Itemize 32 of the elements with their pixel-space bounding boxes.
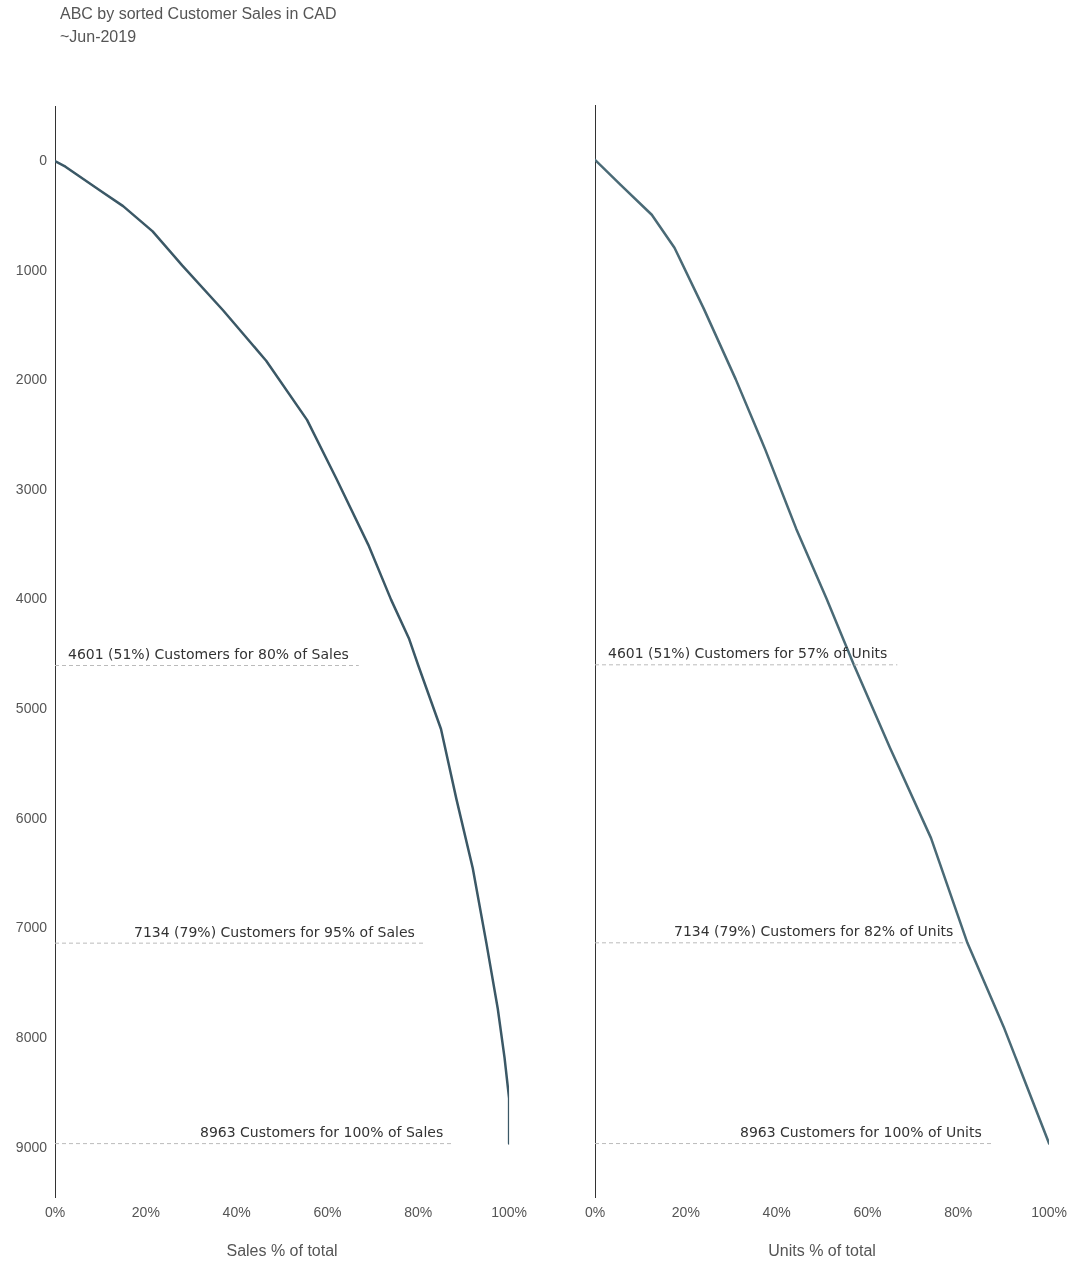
x-tick-label: 40%	[762, 1204, 791, 1221]
x-tick-label: 100%	[1031, 1204, 1067, 1221]
x-tick-label: 20%	[671, 1204, 700, 1221]
ref-line-label: 7134 (79%) Customers for 95% of Sales	[134, 923, 415, 940]
x-tick-label: 20%	[131, 1204, 160, 1221]
y-tick-label: 3000	[15, 480, 48, 497]
chart-title: ABC by sorted Customer Sales in CAD	[60, 4, 337, 24]
x-tick-label: 100%	[491, 1204, 527, 1221]
x-tick-label: 60%	[313, 1204, 342, 1221]
y-tick-label: 5000	[15, 700, 48, 717]
x-axis-title: Units % of total	[768, 1241, 876, 1259]
x-tick-label: 80%	[944, 1204, 973, 1221]
x-tick-label: 80%	[404, 1204, 433, 1221]
x-tick-label: 0%	[584, 1204, 606, 1221]
ref-line-label: 8963 Customers for 100% of Units	[740, 1124, 982, 1141]
ref-line-label: 4601 (51%) Customers for 80% of Sales	[68, 646, 349, 663]
y-tick-label: 6000	[15, 809, 48, 826]
y-tick-label: 9000	[15, 1138, 48, 1155]
y-tick-label: 1000	[15, 261, 48, 278]
y-tick-label: 2000	[15, 371, 48, 388]
chart-subtitle: ~Jun-2019	[60, 27, 138, 47]
ref-line-label: 7134 (79%) Customers for 82% of Units	[674, 923, 954, 940]
ref-line-label: 4601 (51%) Customers for 57% of Units	[608, 645, 888, 662]
y-tick-label: 4000	[15, 590, 48, 607]
x-tick-label: 0%	[44, 1204, 66, 1221]
ref-line-label: 8963 Customers for 100% of Sales	[200, 1124, 444, 1141]
y-tick-label: 0	[39, 152, 48, 169]
y-tick-label: 7000	[15, 919, 48, 936]
x-axis-title: Sales % of total	[226, 1241, 338, 1259]
x-tick-label: 60%	[853, 1204, 882, 1221]
y-tick-label: 8000	[15, 1028, 48, 1045]
x-tick-label: 40%	[222, 1204, 251, 1221]
